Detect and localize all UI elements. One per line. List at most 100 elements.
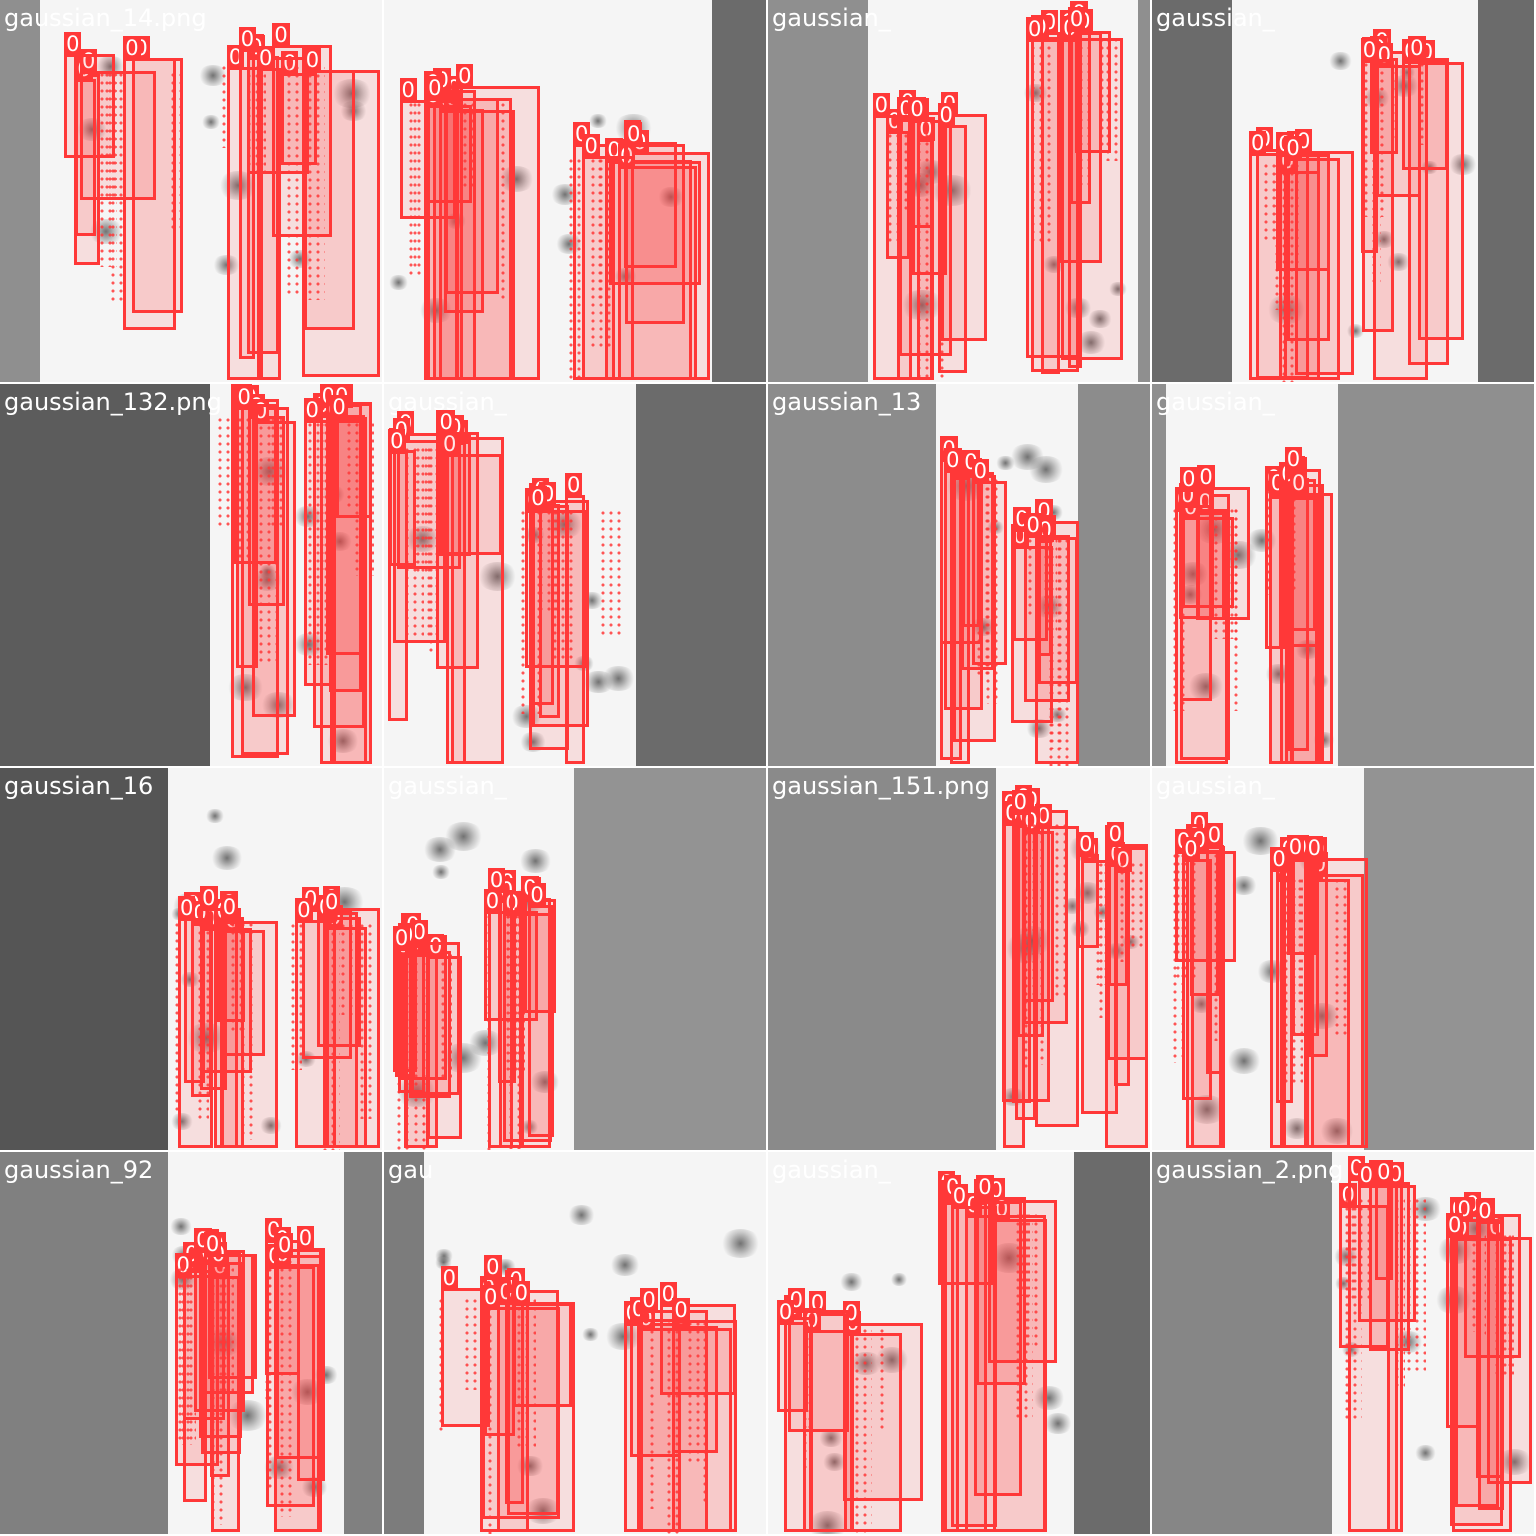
gaussian-blob	[1281, 1117, 1312, 1139]
gaussian-blob	[510, 705, 544, 729]
tile-filename-label: gaussian_	[1156, 772, 1275, 800]
tile-image	[168, 1152, 344, 1534]
gaussian-blob	[580, 592, 604, 609]
gaussian-blob	[1009, 443, 1047, 470]
gaussian-blob	[1043, 1413, 1074, 1434]
tile-image	[1332, 1152, 1534, 1534]
tile-image	[868, 0, 1138, 382]
gaussian-blob	[1074, 330, 1108, 354]
gaussian-blob	[1256, 960, 1289, 983]
gaussian-blob	[326, 532, 354, 551]
tile-filename-label: gaussian_132.png	[4, 388, 222, 416]
gaussian-blob	[225, 673, 265, 702]
gaussian-blob	[1021, 83, 1049, 103]
gaussian-blob	[1456, 1214, 1496, 1242]
tile-image	[168, 768, 382, 1150]
tile-filename-label: gaussian_16	[4, 772, 154, 800]
gaussian-blob	[1066, 835, 1104, 862]
gaussian-blob	[1105, 942, 1129, 959]
gaussian-blob	[609, 1254, 641, 1277]
gaussian-blob	[529, 1070, 562, 1094]
gaussian-blob	[1047, 707, 1068, 722]
gaussian-blob	[1496, 1448, 1534, 1475]
gaussian-blob	[807, 1511, 849, 1534]
gaussian-blob	[519, 1120, 540, 1135]
gaussian-blob	[202, 1254, 227, 1272]
gaussian-blob	[262, 1455, 296, 1480]
gaussian-blob	[999, 1088, 1026, 1107]
gaussian-blob	[395, 1076, 439, 1107]
tile-filename-label: gaussian_	[1156, 4, 1275, 32]
gaussian-blob	[443, 822, 485, 851]
tile-filename-label: gaussian_92	[4, 1156, 154, 1184]
tile-filename-label: gaussian_	[772, 4, 891, 32]
gaussian-blob	[889, 1272, 909, 1286]
gaussian-blob	[1345, 324, 1366, 339]
gaussian-blob	[1447, 154, 1478, 176]
gaussian-blob	[839, 1273, 864, 1291]
gaussian-blob	[1319, 1118, 1356, 1144]
gaussian-blob	[322, 486, 347, 504]
gaussian-blob	[1032, 594, 1066, 618]
tile-image	[40, 0, 382, 382]
gaussian-blob	[1334, 1276, 1354, 1291]
tile-filename-label: gaussian_13	[772, 388, 922, 416]
gaussian-blob	[258, 1116, 284, 1134]
tile-filename-label: gaussian_	[388, 388, 507, 416]
tile-filename-label: gaussian_14.png	[4, 4, 207, 32]
gaussian-blob	[1413, 1444, 1437, 1461]
gaussian-blob	[930, 174, 975, 206]
gaussian-blob	[1230, 876, 1258, 896]
gaussian-blob	[169, 1113, 194, 1130]
gaussian-blob	[168, 1269, 199, 1291]
gaussian-blob	[572, 655, 596, 672]
gaussian-blob	[900, 289, 944, 321]
tile-image	[384, 768, 574, 1150]
gaussian-blob	[388, 275, 410, 290]
gaussian-blob	[1240, 826, 1281, 856]
gaussian-blob	[300, 1476, 329, 1497]
gaussian-blob	[1108, 281, 1129, 296]
gaussian-blob	[217, 171, 259, 201]
gaussian-blob	[209, 846, 245, 871]
gaussian-blob	[1246, 529, 1279, 552]
gaussian-blob	[657, 186, 686, 207]
gaussian-blob	[1024, 718, 1054, 739]
gaussian-blob	[719, 1229, 761, 1258]
gaussian-blob	[995, 456, 1016, 471]
gaussian-blob	[522, 526, 546, 543]
gaussian-blob	[515, 1455, 545, 1477]
gaussian-blob	[1391, 1330, 1425, 1354]
gaussian-blob	[442, 1043, 485, 1073]
gaussian-blob	[1092, 904, 1114, 920]
gaussian-blob	[1225, 1048, 1263, 1074]
gaussian-blob	[200, 115, 221, 130]
gaussian-blob	[1332, 1247, 1360, 1266]
gaussian-blob	[338, 100, 369, 122]
gaussian-blob	[169, 1217, 194, 1235]
gaussian-blob	[1433, 1285, 1474, 1314]
gaussian-blob	[511, 887, 546, 912]
gaussian-blob	[179, 971, 201, 987]
gaussian-blob	[1303, 1002, 1341, 1030]
gaussian-blob	[1372, 231, 1397, 249]
gaussian-blob	[1328, 52, 1354, 70]
gaussian-blob	[1061, 897, 1084, 914]
gaussian-blob	[1176, 584, 1205, 605]
gaussian-blob	[476, 561, 518, 591]
gaussian-blob	[1310, 674, 1331, 689]
gaussian-blob	[524, 1498, 562, 1525]
gaussian-blob	[170, 893, 209, 921]
gaussian-blob	[94, 56, 126, 78]
gaussian-blob	[1188, 995, 1215, 1014]
gaussian-blob	[1041, 255, 1066, 273]
gaussian-blob	[295, 1051, 317, 1067]
tile-filename-label: gaussian_151.png	[772, 772, 990, 800]
gaussian-blob	[1043, 504, 1065, 520]
